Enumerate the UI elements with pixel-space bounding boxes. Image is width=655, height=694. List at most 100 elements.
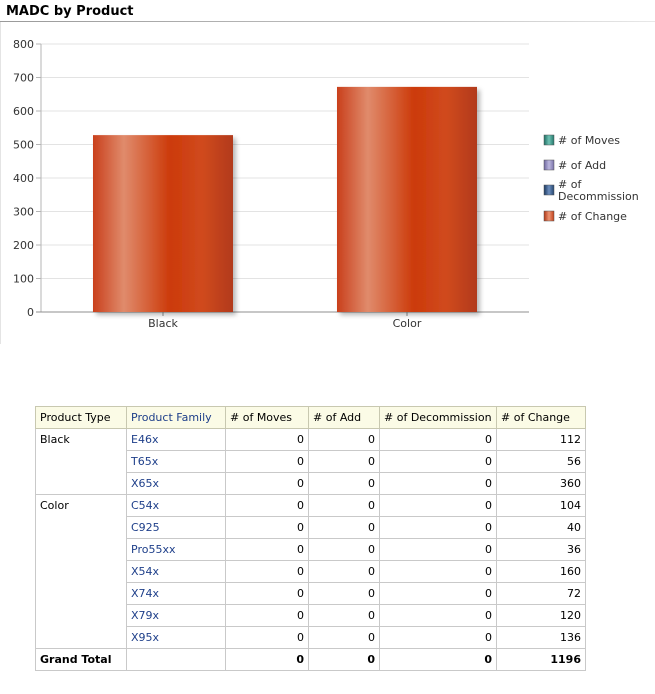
table-row: X74x 0 0 0 72 xyxy=(36,582,586,605)
grand-total-moves: 0 xyxy=(225,648,309,671)
moves-cell: 0 xyxy=(225,538,309,561)
product-family-link[interactable]: X95x xyxy=(126,626,226,649)
table-row: C925 0 0 0 40 xyxy=(36,516,586,539)
legend-label: Decommission xyxy=(558,190,639,203)
product-family-link[interactable]: E46x xyxy=(126,428,226,451)
col-header-product-family[interactable]: Product Family xyxy=(126,406,226,429)
change-cell: 120 xyxy=(496,604,586,627)
legend-label: # of Add xyxy=(558,159,606,172)
product-family-link[interactable]: C925 xyxy=(126,516,226,539)
y-tick-label: 500 xyxy=(13,139,34,152)
change-cell: 160 xyxy=(496,560,586,583)
add-cell: 0 xyxy=(308,494,380,517)
bar-black xyxy=(93,135,233,312)
decommission-cell: 0 xyxy=(379,626,497,649)
grand-total-family-blank xyxy=(126,648,226,671)
moves-cell: 0 xyxy=(225,516,309,539)
product-family-link[interactable]: T65x xyxy=(126,450,226,473)
col-header-moves[interactable]: # of Moves xyxy=(225,406,309,429)
decommission-cell: 0 xyxy=(379,428,497,451)
add-cell: 0 xyxy=(308,582,380,605)
title-divider xyxy=(0,21,655,22)
grand-total-label: Grand Total xyxy=(35,648,127,671)
add-cell: 0 xyxy=(308,428,380,451)
change-cell: 104 xyxy=(496,494,586,517)
y-tick-label: 200 xyxy=(13,239,34,252)
moves-cell: 0 xyxy=(225,626,309,649)
product-family-link[interactable]: Pro55xx xyxy=(126,538,226,561)
add-cell: 0 xyxy=(308,450,380,473)
y-tick-label: 700 xyxy=(13,72,34,85)
madc-bar-chart: 0 100 200 300 400 500 600 700 800 Black Color # of… xyxy=(13,38,639,330)
moves-cell: 0 xyxy=(225,472,309,495)
table-row: Pro55xx 0 0 0 36 xyxy=(36,538,586,561)
legend-label: # of xyxy=(558,178,582,191)
grand-total-decommission: 0 xyxy=(379,648,497,671)
x-tick-label: Black xyxy=(148,317,178,330)
decommission-cell: 0 xyxy=(379,450,497,473)
change-cell: 136 xyxy=(496,626,586,649)
legend-label: # of Change xyxy=(558,210,627,223)
change-cell: 72 xyxy=(496,582,586,605)
moves-cell: 0 xyxy=(225,494,309,517)
x-tick-label: Color xyxy=(393,317,422,330)
moves-cell: 0 xyxy=(225,604,309,627)
product-family-link[interactable]: X54x xyxy=(126,560,226,583)
bar-color xyxy=(337,86,477,312)
section-left-border xyxy=(0,22,1,344)
product-type-cell: Black xyxy=(35,428,127,495)
decommission-cell: 0 xyxy=(379,472,497,495)
moves-cell: 0 xyxy=(225,450,309,473)
y-tick-label: 400 xyxy=(13,172,34,185)
moves-cell: 0 xyxy=(225,582,309,605)
grand-total-add: 0 xyxy=(308,648,380,671)
add-cell: 0 xyxy=(308,626,380,649)
legend-swatch xyxy=(543,134,555,146)
legend-swatch xyxy=(543,210,555,222)
decommission-cell: 0 xyxy=(379,516,497,539)
table-row: T65x 0 0 0 56 xyxy=(36,450,586,473)
col-header-decommission[interactable]: # of Decommission xyxy=(379,406,497,429)
change-cell: 56 xyxy=(496,450,586,473)
product-family-link[interactable]: X74x xyxy=(126,582,226,605)
table-row: X95x 0 0 0 136 xyxy=(36,626,586,649)
legend-swatch xyxy=(543,159,555,171)
y-tick-label: 800 xyxy=(13,38,34,51)
legend-label: # of Moves xyxy=(558,134,620,147)
product-family-link[interactable]: X79x xyxy=(126,604,226,627)
product-family-link[interactable]: C54x xyxy=(126,494,226,517)
table-header-row: Product Type Product Family # of Moves #… xyxy=(35,406,586,429)
decommission-cell: 0 xyxy=(379,494,497,517)
y-tick-label: 300 xyxy=(13,206,34,219)
moves-cell: 0 xyxy=(225,428,309,451)
change-cell: 360 xyxy=(496,472,586,495)
add-cell: 0 xyxy=(308,538,380,561)
table-row: X65x 0 0 0 360 xyxy=(36,472,586,495)
change-cell: 112 xyxy=(496,428,586,451)
add-cell: 0 xyxy=(308,604,380,627)
col-header-change[interactable]: # of Change xyxy=(496,406,586,429)
legend-swatch xyxy=(543,184,555,196)
y-tick-label: 0 xyxy=(27,306,34,319)
grand-total-row: Grand Total 0 0 0 1196 xyxy=(35,648,586,671)
decommission-cell: 0 xyxy=(379,538,497,561)
table-row: Black E46x 0 0 0 112 xyxy=(35,428,586,495)
add-cell: 0 xyxy=(308,472,380,495)
col-header-add[interactable]: # of Add xyxy=(308,406,380,429)
table-row: X54x 0 0 0 160 xyxy=(36,560,586,583)
decommission-cell: 0 xyxy=(379,582,497,605)
change-cell: 40 xyxy=(496,516,586,539)
add-cell: 0 xyxy=(308,516,380,539)
product-family-link[interactable]: X65x xyxy=(126,472,226,495)
add-cell: 0 xyxy=(308,560,380,583)
grand-total-change: 1196 xyxy=(496,648,586,671)
decommission-cell: 0 xyxy=(379,604,497,627)
y-tick-label: 600 xyxy=(13,105,34,118)
change-cell: 36 xyxy=(496,538,586,561)
decommission-cell: 0 xyxy=(379,560,497,583)
madc-data-table: Product Type Product Family # of Moves #… xyxy=(35,406,586,671)
col-header-product-type[interactable]: Product Type xyxy=(35,406,127,429)
y-tick-label: 100 xyxy=(13,273,34,286)
table-row: Color C54x 0 0 0 104 xyxy=(35,494,586,649)
page-title: MADC by Product xyxy=(6,4,134,19)
